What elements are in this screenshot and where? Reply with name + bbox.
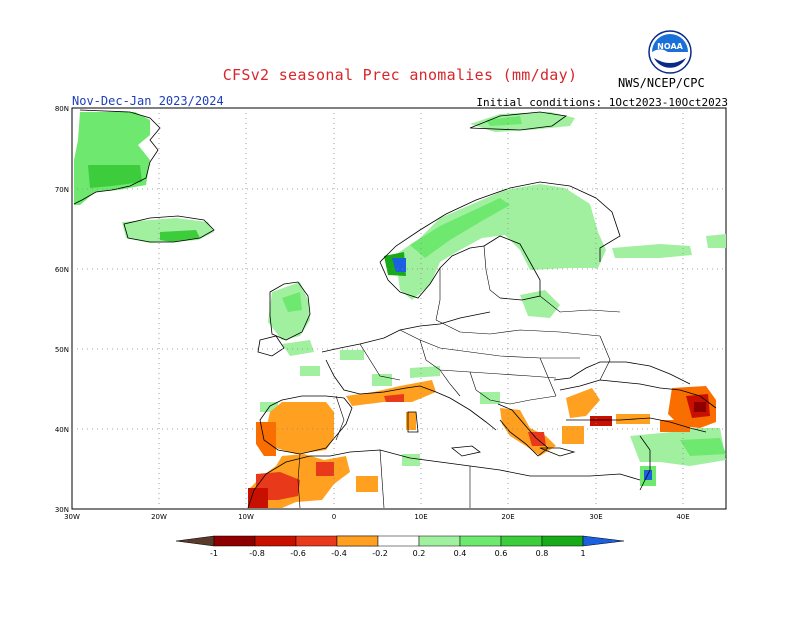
lat-label: 60N (55, 266, 69, 274)
agency-label: NWS/NCEP/CPC (618, 76, 705, 90)
legend-swatch (459, 535, 502, 547)
country-borders (297, 245, 621, 509)
legend-labels: -1 -0.8 -0.6 -0.4 -0.2 0.2 0.4 0.6 0.8 1 (210, 549, 586, 558)
legend-swatch (254, 535, 297, 547)
legend-label: 0.8 (536, 549, 549, 558)
anomaly-shading (74, 112, 726, 508)
legend-swatch (213, 535, 256, 547)
lon-label: 0 (332, 513, 336, 521)
legend-swatch (418, 535, 461, 547)
legend-label: -0.2 (372, 549, 388, 558)
lon-label: 40E (676, 513, 689, 521)
lat-label: 70N (55, 186, 69, 194)
legend-swatch (541, 535, 584, 547)
legend-swatch (336, 535, 379, 547)
lon-label: 20W (151, 513, 167, 521)
lon-labels: 30W 20W 10W 0 10E 20E 30E 40E (64, 513, 690, 521)
color-legend (175, 535, 625, 547)
lat-label: 30N (55, 506, 69, 514)
legend-label: -0.8 (249, 549, 265, 558)
map-frame (71, 107, 727, 510)
lat-labels: 80N 70N 60N 50N 40N 30N (55, 105, 69, 514)
lat-label: 50N (55, 346, 69, 354)
legend-label: -0.6 (290, 549, 306, 558)
noaa-logo-icon: NOAA (648, 30, 692, 74)
legend-swatch (500, 535, 543, 547)
legend-label: 0.6 (495, 549, 508, 558)
lon-label: 30E (589, 513, 602, 521)
legend-swatch (377, 535, 420, 547)
initial-conditions: Initial conditions: 1Oct2023-10Oct2023 (476, 96, 728, 109)
lon-label: 10W (238, 513, 254, 521)
graticule (72, 108, 726, 509)
svg-text:NOAA: NOAA (657, 42, 683, 51)
legend-label: -0.4 (331, 549, 347, 558)
map-title: CFSv2 seasonal Prec anomalies (mm/day) (222, 66, 578, 84)
legend-swatch (295, 535, 338, 547)
legend-arrow-high (582, 535, 625, 547)
legend-label: 0.2 (413, 549, 426, 558)
lat-label: 80N (55, 105, 69, 113)
coastlines (73, 109, 717, 509)
legend-arrow-low (175, 535, 215, 547)
lat-label: 40N (55, 426, 69, 434)
forecast-period: Nov-Dec-Jan 2023/2024 (72, 94, 224, 108)
lon-label: 10E (414, 513, 427, 521)
lon-label: 30W (64, 513, 80, 521)
legend-label: 0.4 (454, 549, 467, 558)
legend-label: 1 (580, 549, 585, 558)
legend-label: -1 (210, 549, 218, 558)
lon-label: 20E (501, 513, 514, 521)
